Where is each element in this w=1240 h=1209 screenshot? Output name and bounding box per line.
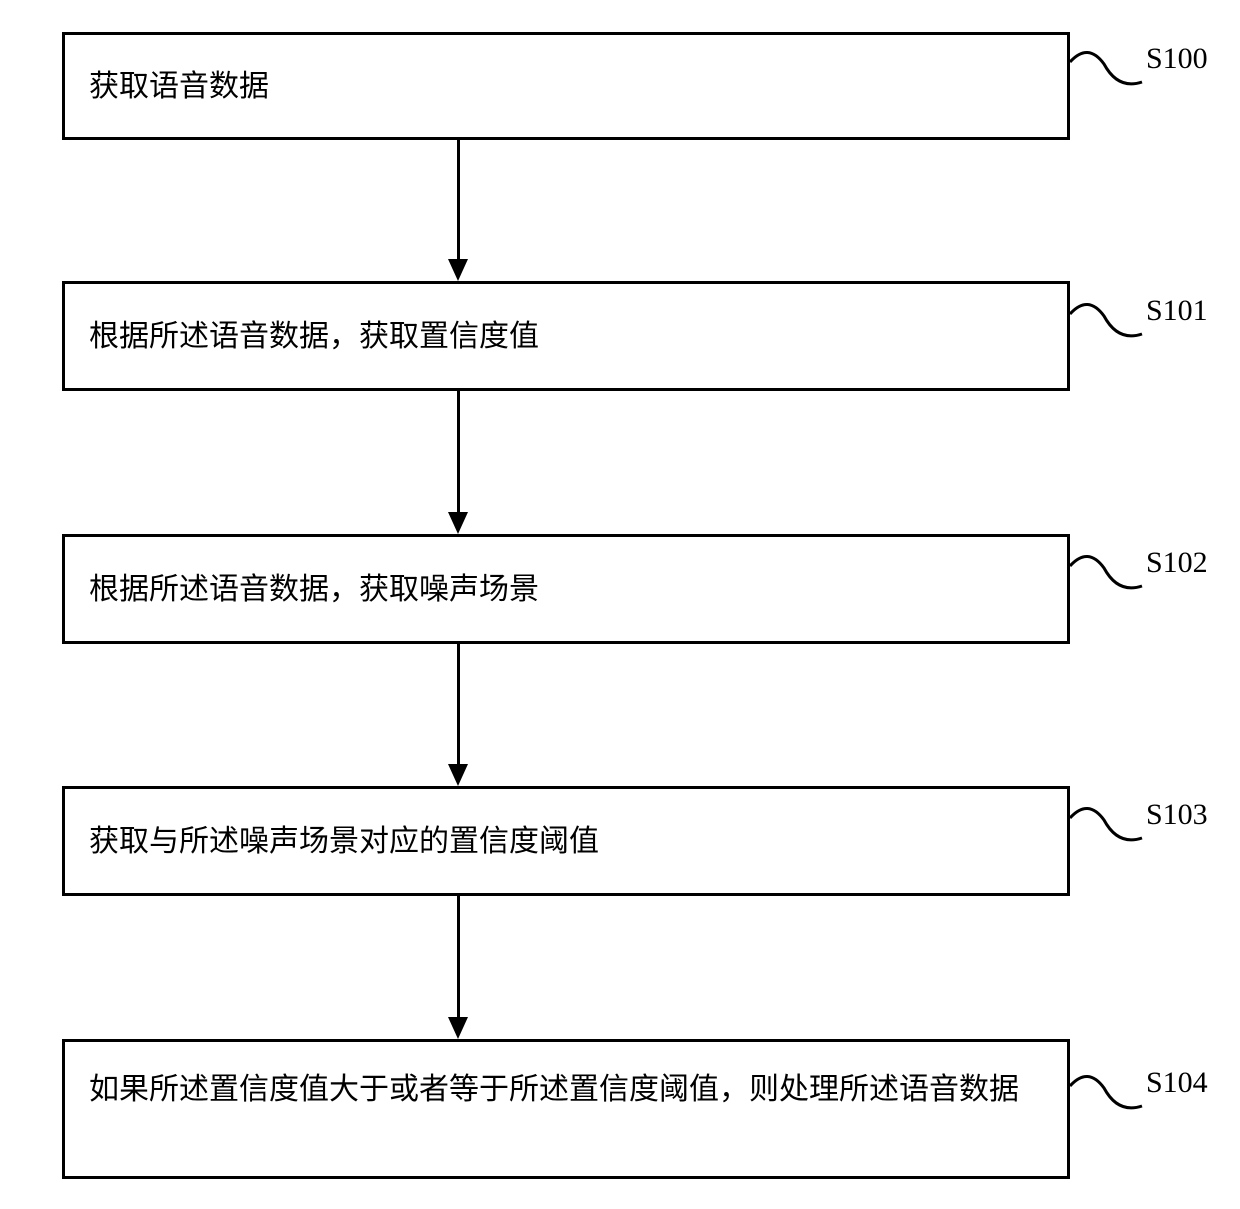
step-label-s100: S100 xyxy=(1146,42,1208,76)
flow-step-text: 根据所述语音数据，获取置信度值 xyxy=(89,314,539,359)
step-label-s101: S101 xyxy=(1146,294,1208,328)
flow-step-s102: 根据所述语音数据，获取噪声场景 xyxy=(62,534,1070,644)
flow-step-text: 根据所述语音数据，获取噪声场景 xyxy=(89,567,539,612)
flow-step-text: 获取与所述噪声场景对应的置信度阈值 xyxy=(89,819,599,864)
wavy-connector-s104 xyxy=(1070,1072,1150,1122)
flow-step-s104: 如果所述置信度值大于或者等于所述置信度阈值，则处理所述语音数据 xyxy=(62,1039,1070,1179)
flow-step-s100: 获取语音数据 xyxy=(62,32,1070,140)
flow-arrow-4-head xyxy=(448,1017,468,1039)
wavy-connector-s100 xyxy=(1070,48,1150,98)
flow-step-text: 如果所述置信度值大于或者等于所述置信度阈值，则处理所述语音数据 xyxy=(89,1064,1019,1115)
flow-arrow-3-line xyxy=(457,644,460,764)
wavy-connector-s102 xyxy=(1070,552,1150,602)
flow-step-text: 获取语音数据 xyxy=(89,64,269,109)
step-label-s102: S102 xyxy=(1146,546,1208,580)
wavy-connector-s101 xyxy=(1070,300,1150,350)
flow-arrow-1-line xyxy=(457,140,460,259)
flow-arrow-4-line xyxy=(457,896,460,1017)
flow-step-s103: 获取与所述噪声场景对应的置信度阈值 xyxy=(62,786,1070,896)
step-label-s103: S103 xyxy=(1146,798,1208,832)
flow-arrow-2-line xyxy=(457,391,460,512)
flow-step-s101: 根据所述语音数据，获取置信度值 xyxy=(62,281,1070,391)
flow-arrow-2-head xyxy=(448,512,468,534)
flow-arrow-1-head xyxy=(448,259,468,281)
step-label-s104: S104 xyxy=(1146,1066,1208,1100)
wavy-connector-s103 xyxy=(1070,804,1150,854)
flow-arrow-3-head xyxy=(448,764,468,786)
